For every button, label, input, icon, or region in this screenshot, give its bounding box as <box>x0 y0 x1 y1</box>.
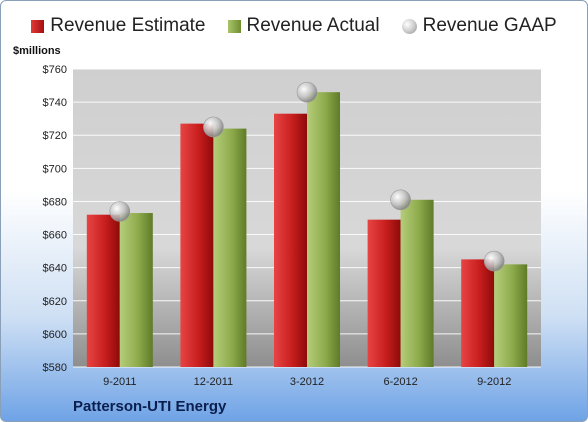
marker-revenue-gaap <box>390 189 411 211</box>
x-tick-label: 3-2012 <box>290 376 324 388</box>
bar-revenue-estimate <box>274 113 307 367</box>
marker-revenue-gaap <box>203 116 224 138</box>
y-tick-label: $580 <box>43 362 67 374</box>
legend-label-gaap: Revenue GAAP <box>422 15 557 36</box>
company-name: Patterson-UTI Energy <box>73 398 227 415</box>
bar-revenue-actual <box>494 264 528 367</box>
y-tick-label: $760 <box>43 64 67 76</box>
marker-revenue-gaap <box>483 250 505 272</box>
bar-revenue-actual <box>307 92 340 367</box>
bar-revenue-actual <box>119 213 153 367</box>
legend-item-revenue-actual: Revenue Actual <box>227 15 380 37</box>
bar-revenue-estimate <box>367 219 401 367</box>
y-tick-label: $640 <box>43 263 67 275</box>
bar-revenue-estimate <box>86 214 120 367</box>
x-tick-label: 6-2012 <box>383 376 417 388</box>
y-tick-label: $600 <box>43 329 67 341</box>
bar-revenue-actual <box>400 199 434 367</box>
y-tick-label: $620 <box>43 296 67 308</box>
bar-revenue-actual <box>213 128 247 367</box>
x-tick-label: 9-2011 <box>103 376 136 388</box>
y-tick-label: $680 <box>43 196 67 208</box>
bar-revenue-estimate <box>461 259 495 367</box>
legend-swatch-gaap <box>401 18 417 34</box>
y-tick-label: $740 <box>43 97 67 109</box>
y-axis-unit-label: $millions <box>13 45 61 57</box>
x-tick-label: 9-2012 <box>477 376 511 388</box>
marker-revenue-gaap <box>109 201 131 222</box>
legend-item-revenue-estimate: Revenue Estimate <box>31 15 206 37</box>
legend-label-actual: Revenue Actual <box>246 15 380 36</box>
legend-swatch-estimate <box>31 19 45 33</box>
x-tick-label: 12-2011 <box>194 376 234 388</box>
legend: Revenue Estimate Revenue Actual Revenue … <box>1 15 587 37</box>
legend-swatch-actual <box>227 19 241 33</box>
legend-label-estimate: Revenue Estimate <box>50 15 206 36</box>
y-tick-label: $700 <box>43 163 67 175</box>
y-tick-label: $660 <box>43 230 67 242</box>
bar-revenue-estimate <box>180 123 214 367</box>
marker-revenue-gaap <box>296 81 318 103</box>
legend-item-revenue-gaap: Revenue GAAP <box>401 15 557 37</box>
y-tick-label: $720 <box>43 130 67 142</box>
